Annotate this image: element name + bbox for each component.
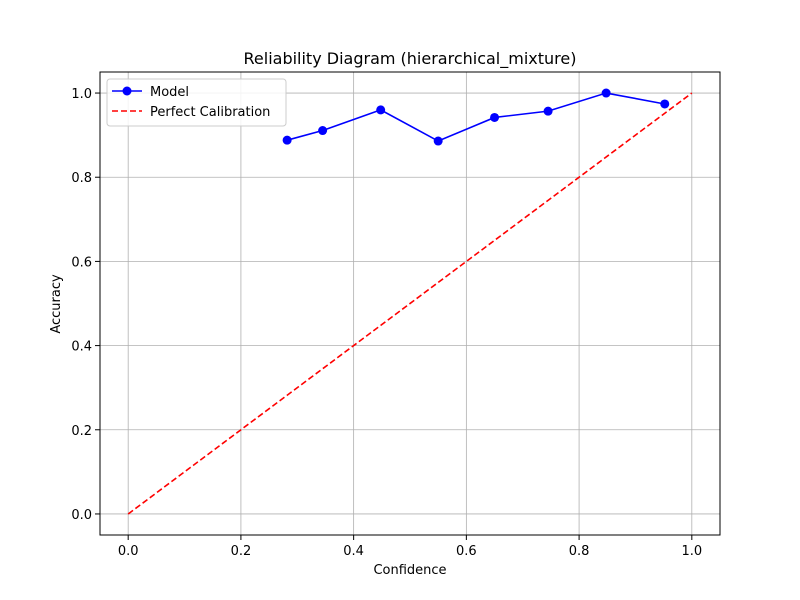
data-point xyxy=(601,88,611,98)
series-line-0 xyxy=(286,92,665,142)
y-tick-label: 0.0 xyxy=(71,508,92,523)
x-tick-label: 0.4 xyxy=(343,544,364,559)
data-point xyxy=(282,135,292,145)
legend-marker xyxy=(122,86,132,96)
y-tick-label: 0.2 xyxy=(71,424,92,439)
x-tick-label: 0.0 xyxy=(118,544,139,559)
plot-frame xyxy=(99,71,721,536)
data-point xyxy=(490,112,500,122)
chart-title: Reliability Diagram (hierarchical_mixtur… xyxy=(244,49,577,69)
x-tick-label: 0.6 xyxy=(456,544,477,559)
data-point xyxy=(543,106,553,116)
data-point xyxy=(660,99,670,109)
legend-label: Perfect Calibration xyxy=(150,105,270,120)
series-line-1 xyxy=(127,92,693,515)
legend-box xyxy=(106,78,287,127)
data-point xyxy=(433,136,443,146)
legend-label: Model xyxy=(150,85,189,100)
y-tick-label: 0.4 xyxy=(71,340,92,355)
data-point xyxy=(318,126,328,136)
grid xyxy=(100,72,720,535)
ticks: 0.0 0.2 0.4 0.6 0.8 1.0 0.0 0.2 0.4 0.6 0.8 1.0 xyxy=(71,87,702,559)
y-tick-label: 0.8 xyxy=(71,171,92,186)
x-tick-label: 1.0 xyxy=(681,544,702,559)
legend: Model Perfect Calibration xyxy=(106,78,287,127)
series-layer xyxy=(127,88,693,515)
x-tick-label: 0.8 xyxy=(569,544,590,559)
data-point xyxy=(376,105,386,115)
y-tick-label: 1.0 xyxy=(71,87,92,102)
x-tick-label: 0.2 xyxy=(231,544,252,559)
y-axis-label: Accuracy xyxy=(49,274,64,334)
y-tick-label: 0.6 xyxy=(71,255,92,270)
x-axis-label: Confidence xyxy=(373,563,446,578)
